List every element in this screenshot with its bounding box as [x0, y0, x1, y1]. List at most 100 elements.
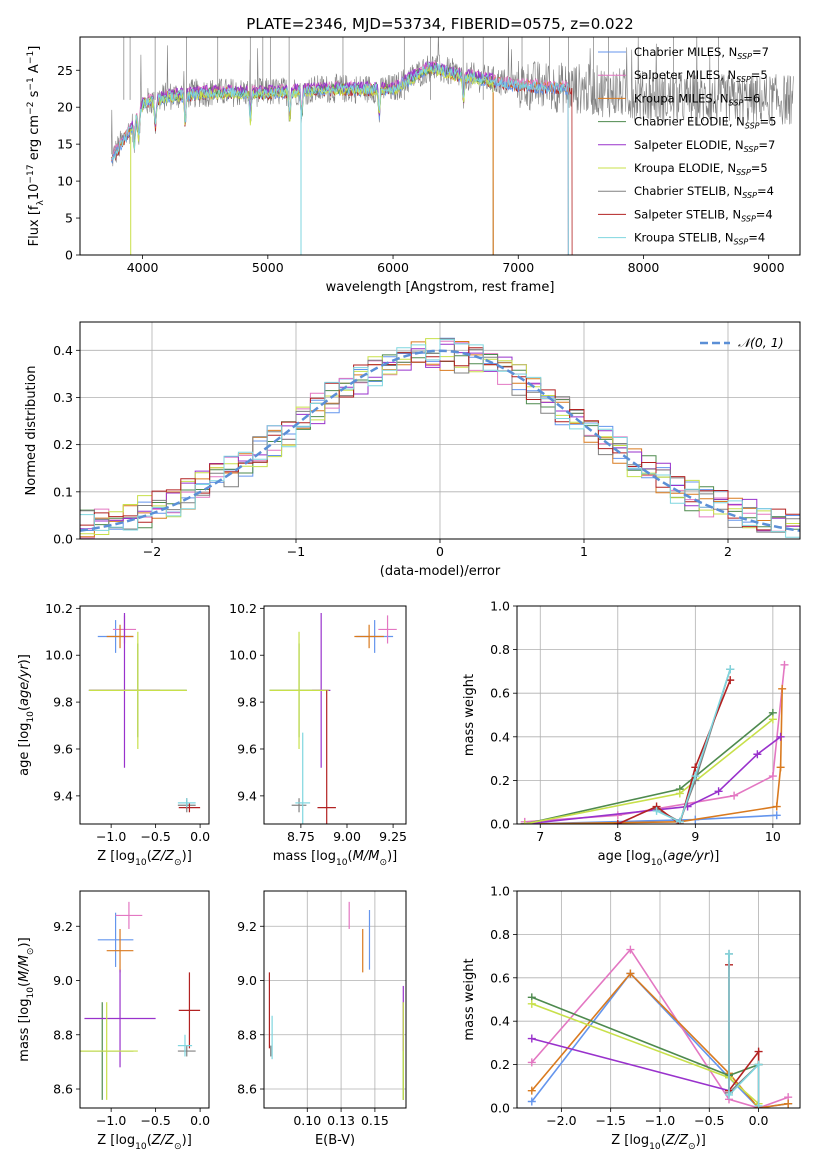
weight-line: [524, 688, 783, 824]
x-tick-label: 8.75: [287, 829, 315, 844]
age-vs-mass-points: [269, 613, 397, 824]
weight-marker: [714, 787, 723, 796]
weight-marker: [768, 715, 777, 724]
y-tick-label: 0.3: [53, 390, 73, 405]
x-tick-label: −1.5: [595, 1113, 625, 1128]
mass-vs-z-points: [80, 901, 201, 1100]
weight-marker: [730, 791, 739, 800]
weight-marker: [652, 806, 661, 815]
x-tick-label: 0.0: [749, 1113, 769, 1128]
weight-series-salpeter-stelib: [725, 960, 763, 1108]
weight-vs-z-series: [527, 945, 793, 1108]
mass-vs-ebv-points: [268, 901, 404, 1100]
errorbar-point: [115, 901, 143, 929]
weight-marker: [675, 817, 684, 824]
y-axis-label: mass weight: [462, 674, 477, 756]
age-vs-z-panel: −1.0 −0.5 0.0 9.4 9.6 9.8 10.0 10.2 Z [log10(Z/Z…: [17, 601, 210, 868]
y-tick-label: 8.6: [53, 1082, 73, 1097]
y-tick-label: 10: [57, 174, 73, 189]
weight-marker: [776, 732, 785, 741]
legend-label: Kroupa STELIB, NSSP=4: [634, 231, 765, 247]
residual-histograms: [80, 337, 800, 539]
y-tick-label: 1.0: [490, 884, 510, 899]
legend-label: Chabrier MILES, NSSP=7: [634, 45, 769, 61]
weight-series-chabrier-stelib: [652, 665, 735, 824]
weight-marker: [772, 811, 781, 820]
axes-frame: [516, 605, 801, 825]
x-tick-label: 6000: [377, 260, 409, 275]
weight-vs-age-panel: 7 8 9 10 0.0 0.2 0.4 0.6 0.8 1.0 age [log10(age/yr…: [462, 599, 801, 868]
legend-entry: Chabrier MILES, NSSP=7: [598, 45, 769, 61]
normal-reference-curve: [80, 349, 800, 532]
errorbar-point: [106, 928, 134, 973]
weight-line: [656, 668, 731, 823]
x-tick-label: 9000: [753, 260, 785, 275]
weight-marker: [725, 1090, 734, 1099]
weight-marker: [725, 949, 734, 958]
weight-marker: [726, 676, 735, 685]
weight-series-salpeter-miles: [520, 660, 789, 824]
y-tick-label: 9.4: [237, 788, 257, 803]
weight-marker: [754, 1101, 763, 1108]
x-tick-label: −1.0: [96, 1113, 126, 1128]
errorbar-point: [106, 624, 134, 649]
y-tick-label: 15: [57, 137, 73, 152]
weight-marker: [726, 665, 735, 674]
age-vs-z-points: [88, 613, 201, 813]
weight-marker: [784, 1099, 793, 1108]
x-tick-label: 2: [724, 544, 732, 559]
y-tick-label: 9.2: [237, 919, 257, 934]
y-tick-label: 9.8: [237, 695, 257, 710]
x-tick-label: 9.00: [333, 829, 361, 844]
weight-line: [728, 953, 760, 1106]
y-tick-label: 9.6: [237, 741, 257, 756]
spectrum-series-salpeter-elodie: [129, 60, 494, 255]
weight-series-kroupa-stelib: [652, 665, 735, 824]
errorbar-point: [84, 969, 156, 1068]
legend-label: Kroupa ELODIE, NSSP=5: [634, 161, 768, 177]
weight-marker: [527, 1058, 536, 1067]
weight-marker: [613, 811, 622, 820]
x-tick-label: −0.5: [140, 1113, 170, 1128]
weight-marker: [626, 969, 635, 978]
errorbar-point: [177, 1034, 193, 1057]
x-tick-label: 0.15: [361, 1113, 389, 1128]
errorbar-point: [269, 631, 329, 749]
weight-marker: [753, 750, 762, 759]
y-tick-label: 0.2: [490, 773, 510, 788]
axes-frame: [263, 890, 407, 1109]
weight-marker: [754, 1060, 763, 1069]
x-tick-label: 0.0: [190, 829, 210, 844]
weight-line: [531, 996, 759, 1077]
weight-marker: [776, 763, 785, 772]
x-tick-label: 8: [614, 829, 622, 844]
spectrum-panel: 4000 5000 6000 7000 8000 9000 0 5 10 15 20 25 wavele…: [26, 36, 801, 295]
errorbar-point: [177, 798, 196, 808]
y-axis-label: Normed distribution: [24, 366, 39, 496]
x-tick-label: 9.25: [379, 829, 407, 844]
x-tick-label: 0: [436, 544, 444, 559]
x-tick-label: −1.0: [645, 1113, 675, 1128]
y-tick-label: 10.0: [229, 648, 257, 663]
legend-label: Chabrier STELIB, NSSP=4: [634, 184, 774, 200]
y-tick-label: 20: [57, 100, 73, 115]
legend-entry: Kroupa ELODIE, NSSP=5: [598, 161, 768, 177]
x-tick-label: 5000: [252, 260, 284, 275]
x-axis-label: Z [log10(Z/Z⊙)]: [97, 849, 192, 868]
errorbar-point: [295, 732, 311, 824]
legend-label: Chabrier ELODIE, NSSP=5: [634, 115, 776, 131]
mass-vs-z-panel: −1.0 −0.5 0.0 8.6 8.8 9.0 9.2 Z [log10(Z/Z⊙)] ma…: [17, 890, 210, 1152]
weight-series-kroupa-elodie: [520, 715, 777, 824]
x-axis-label: age [log10(age/yr)]: [598, 849, 720, 868]
weight-line: [524, 718, 774, 824]
y-tick-label: 9.8: [53, 695, 73, 710]
spectrum-series-kroupa-stelib: [110, 61, 569, 255]
x-axis-label: wavelength [Angstrom, rest frame]: [326, 280, 555, 295]
x-axis-label: (data-model)/error: [380, 564, 501, 579]
weight-vs-z-panel: −2.0 −1.5 −1.0 −0.5 0.0 0.0 0.2 0.4 0.6 0.8 1.0 Z […: [462, 884, 801, 1152]
weight-marker: [675, 789, 684, 798]
y-tick-label: 10.0: [45, 648, 73, 663]
x-tick-label: 9: [691, 829, 699, 844]
x-axis-label: Z [log10(Z/Z⊙)]: [611, 1133, 706, 1152]
